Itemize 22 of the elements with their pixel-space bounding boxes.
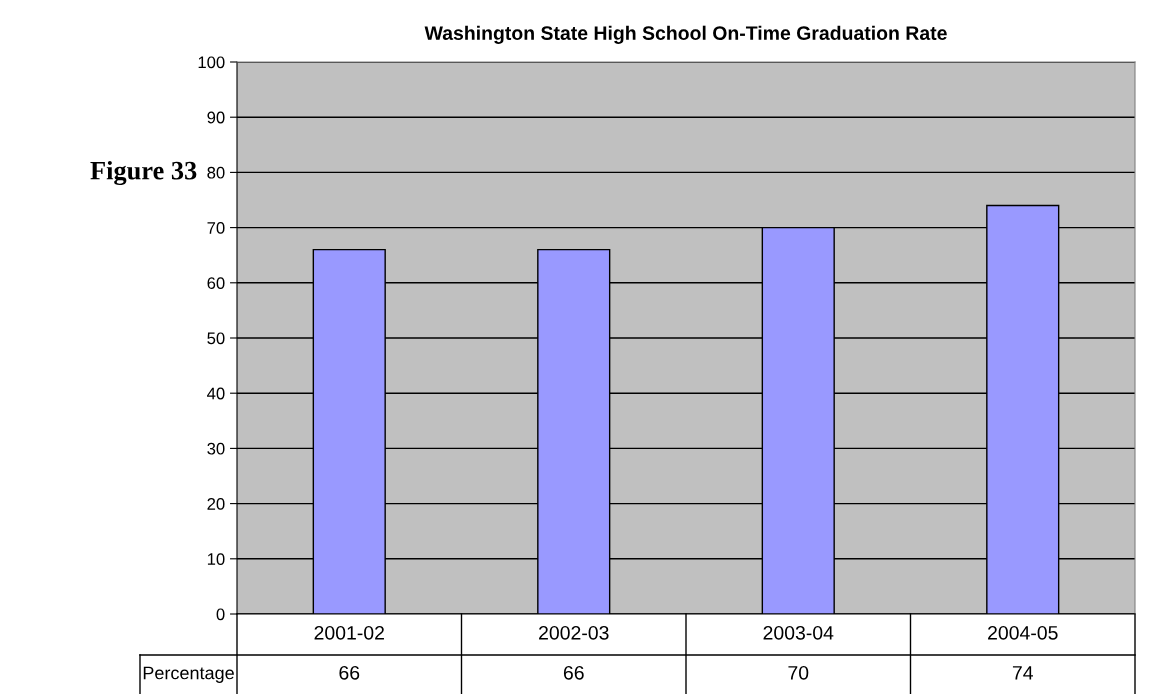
y-tick-label: 10 [207,553,225,565]
data-label: 74 [1012,666,1033,680]
data-label: 66 [563,665,584,680]
y-tick-label: 100 [198,56,225,69]
data-label: 66 [339,665,360,680]
y-tick-label: 30 [207,442,225,455]
y-tick-label: 70 [207,222,225,234]
data-label: 70 [788,665,809,680]
y-tick-label: 80 [207,166,225,179]
x-tick-label: 2001-02 [314,625,384,640]
legend-label: Percentage [143,666,234,683]
x-tick-label: 2002-03 [539,625,609,640]
y-tick-label: 50 [207,332,225,345]
chart-title: Washington State High School On-Time Graduation Rate [424,25,947,44]
y-tick-label: 40 [207,387,225,400]
y-tick-label: 60 [207,277,225,289]
y-tick-label: 20 [207,498,225,510]
x-tick-label: 2003-04 [763,625,834,640]
y-tick-label: 0 [216,608,225,621]
caption: Figure 33 [90,160,197,186]
y-tick-label: 90 [207,111,225,124]
x-tick-label: 2004-05 [988,625,1058,640]
